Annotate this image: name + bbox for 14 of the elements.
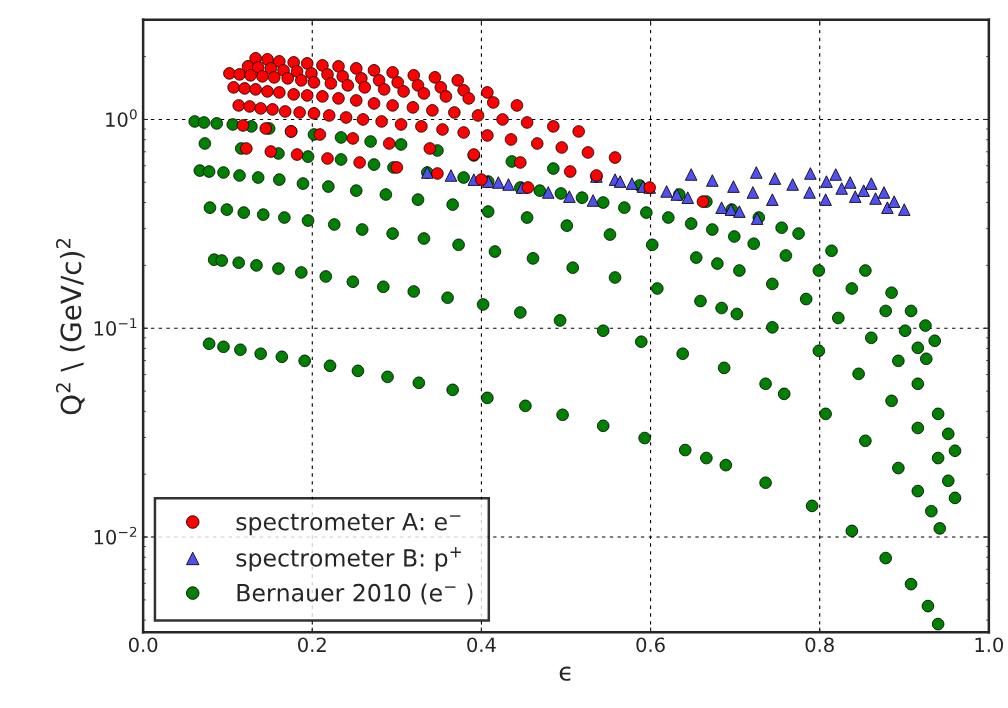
y-tick-label: 10$^{−1}$ bbox=[94, 318, 137, 336]
x-tick-label: 0.2 bbox=[298, 637, 326, 653]
legend-label: spectrometer A: e$^{−}$ bbox=[236, 513, 461, 536]
legend-label: Bernauer 2010 (e$^{−}$ ) bbox=[237, 583, 473, 605]
x-tick-label: 1.0 bbox=[975, 637, 1004, 653]
x-tick-label: 0.4 bbox=[467, 637, 496, 653]
y-tick-label: 10$^{−2}$ bbox=[94, 526, 137, 545]
x-axis-title: ϵ bbox=[559, 666, 571, 681]
x-tick-label: 0.8 bbox=[805, 637, 834, 653]
y-axis-title: Q$^{2}$ \ (GeV/c)$^{2}$ bbox=[55, 239, 85, 415]
x-tick-label: 0.0 bbox=[128, 637, 158, 653]
legend-label: spectrometer B: p$^{+}$ bbox=[236, 547, 461, 572]
x-tick-label: 0.6 bbox=[636, 637, 665, 653]
y-tick-label: 10$^{0}$ bbox=[106, 109, 137, 127]
